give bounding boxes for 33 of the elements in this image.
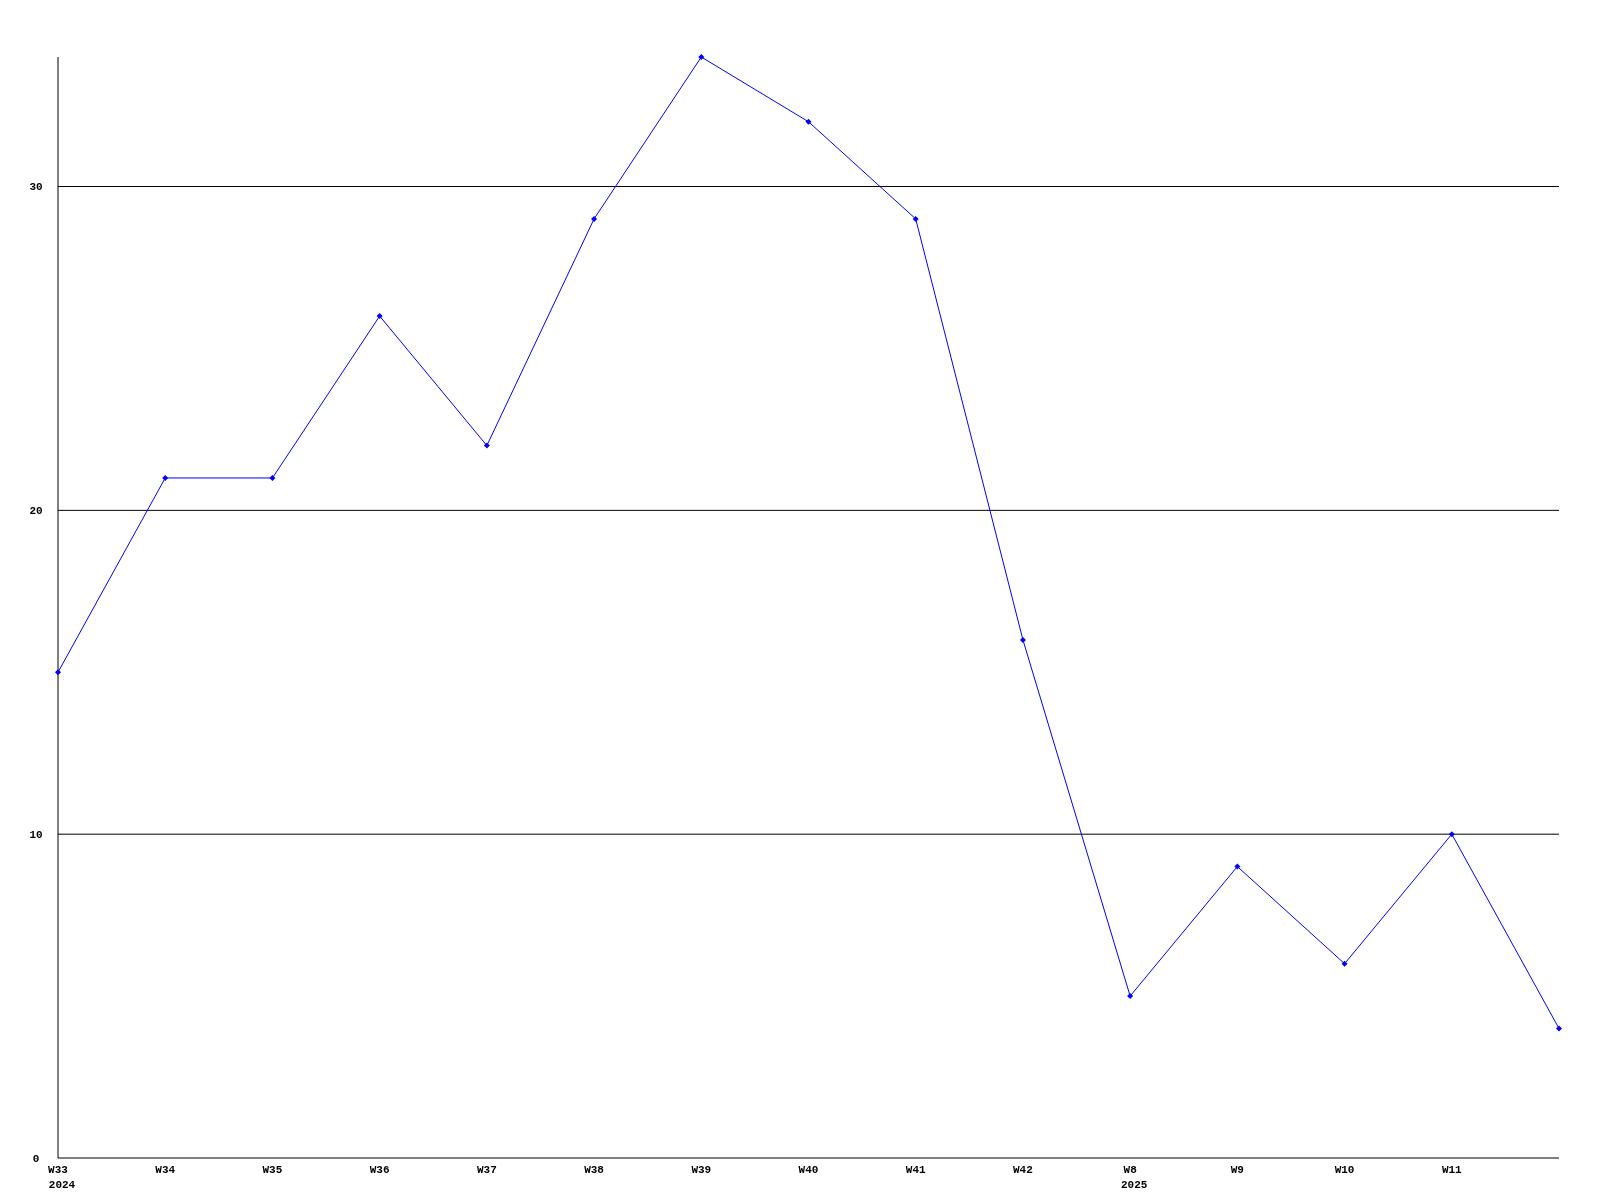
point [1127, 993, 1134, 1000]
x-tick-label: W35 [262, 1164, 283, 1176]
point [1556, 1025, 1562, 1032]
y-tick-label: 0 [32, 1152, 40, 1165]
point [269, 474, 276, 481]
y-tick-label: 20 [29, 505, 43, 518]
point [591, 215, 598, 222]
point [376, 313, 383, 320]
point [483, 442, 490, 449]
x-tick-label: W11 [1441, 1164, 1463, 1176]
point [805, 118, 812, 125]
point [1448, 831, 1455, 838]
point [1341, 960, 1348, 967]
x-tick-label: W42 [1013, 1164, 1033, 1176]
y-tick-label: 30 [29, 181, 43, 194]
x-tick-label: W10 [1334, 1164, 1355, 1176]
x-tick-label: W34 [155, 1164, 176, 1176]
point [1019, 636, 1026, 643]
x-tick-label: W9 [1230, 1164, 1244, 1176]
point [912, 215, 919, 222]
y-tick-label: 10 [29, 829, 43, 842]
x-tick-label: W33 2024 [48, 1164, 76, 1191]
x-tick-label: W40 [798, 1164, 819, 1176]
x-tick-label: W8 2025 [1120, 1164, 1148, 1191]
point [55, 669, 61, 676]
x-tick-label: W37 [476, 1164, 497, 1176]
x-tick-label: W38 [584, 1164, 605, 1176]
x-tick-label: W39 [691, 1164, 712, 1176]
x-tick-label: W36 [369, 1164, 390, 1176]
x-tick-label: W41 [905, 1164, 927, 1176]
point [1234, 863, 1241, 870]
point [698, 54, 705, 60]
point [162, 474, 169, 481]
